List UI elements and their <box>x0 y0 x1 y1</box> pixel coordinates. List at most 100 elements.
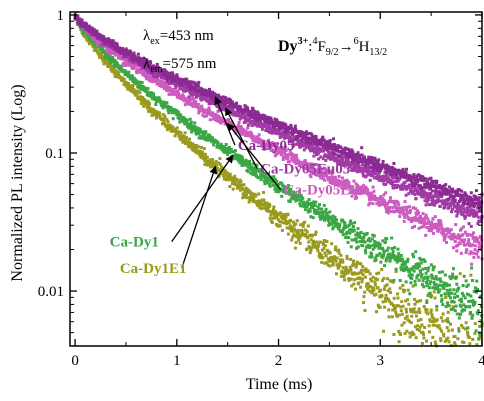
data-point <box>422 195 426 199</box>
data-point <box>403 316 407 320</box>
data-point <box>453 343 457 347</box>
data-point <box>240 186 244 190</box>
data-point <box>175 73 179 77</box>
data-point <box>431 335 435 339</box>
data-point <box>318 255 322 259</box>
data-point <box>470 279 474 282</box>
data-point <box>414 336 418 340</box>
data-point <box>429 311 433 314</box>
data-point <box>432 265 436 269</box>
data-point <box>136 59 140 63</box>
data-point <box>108 61 112 65</box>
data-point <box>363 248 367 252</box>
data-point <box>354 182 358 186</box>
data-point <box>401 284 405 287</box>
data-point <box>357 233 361 236</box>
data-point <box>268 123 271 127</box>
data-point <box>466 283 470 287</box>
data-point <box>220 144 224 148</box>
data-point <box>372 243 376 247</box>
data-point <box>429 308 433 312</box>
data-point <box>249 112 253 116</box>
data-point <box>410 273 414 277</box>
data-point <box>442 199 445 203</box>
data-point <box>368 201 372 205</box>
data-point <box>103 49 107 53</box>
data-point <box>352 225 355 229</box>
data-point <box>434 275 438 279</box>
data-point <box>426 194 430 198</box>
data-point <box>473 322 477 326</box>
data-point <box>160 79 164 83</box>
data-point <box>425 215 428 219</box>
data-point <box>302 143 305 147</box>
data-point <box>340 176 344 180</box>
data-point <box>453 200 457 204</box>
data-point <box>432 317 436 321</box>
data-point <box>259 201 263 205</box>
data-point <box>338 225 341 229</box>
data-point <box>234 153 238 157</box>
data-point <box>223 96 227 100</box>
data-point <box>403 180 407 184</box>
data-point <box>214 159 218 163</box>
data-point <box>441 319 445 323</box>
data-point <box>299 134 303 138</box>
data-point <box>440 270 444 274</box>
data-point <box>314 209 318 212</box>
data-point <box>223 104 227 108</box>
data-point <box>391 184 395 188</box>
data-point <box>255 200 259 203</box>
data-point <box>328 181 332 184</box>
data-point <box>290 225 294 229</box>
data-point <box>398 215 402 218</box>
data-point <box>270 147 274 151</box>
data-point <box>355 240 359 244</box>
data-point <box>300 164 304 168</box>
data-point <box>348 187 352 191</box>
data-point <box>298 202 302 206</box>
data-point <box>399 266 403 270</box>
data-point <box>316 205 320 209</box>
data-point <box>365 232 369 235</box>
data-point <box>164 83 168 87</box>
data-point <box>460 213 464 216</box>
data-point <box>472 231 475 235</box>
data-point <box>337 184 341 188</box>
data-point <box>199 155 203 159</box>
data-point <box>292 144 295 148</box>
data-point <box>398 279 402 282</box>
data-point <box>189 120 193 124</box>
data-point <box>179 87 183 91</box>
data-point <box>215 116 219 120</box>
data-point <box>378 305 382 309</box>
data-point <box>305 230 309 234</box>
data-point <box>307 245 311 248</box>
data-point <box>455 282 459 286</box>
data-point <box>466 330 470 334</box>
data-point <box>149 91 153 95</box>
data-point <box>330 219 334 223</box>
data-point <box>270 141 274 145</box>
data-point <box>156 65 160 69</box>
data-point <box>268 216 272 220</box>
data-point <box>366 243 370 247</box>
data-point <box>319 176 323 180</box>
data-point <box>406 259 410 263</box>
data-point <box>317 157 321 161</box>
data-point <box>268 131 272 135</box>
data-point <box>158 111 161 115</box>
data-point <box>413 302 417 306</box>
data-point <box>207 106 211 110</box>
data-point <box>158 115 162 119</box>
data-point <box>421 330 425 334</box>
data-point <box>121 62 125 66</box>
data-point <box>413 283 417 287</box>
data-point <box>341 260 345 264</box>
data-point <box>373 240 377 244</box>
data-point <box>385 173 389 177</box>
data-point <box>350 194 354 198</box>
data-point <box>335 256 339 260</box>
data-point <box>283 217 287 221</box>
data-point <box>249 191 253 195</box>
